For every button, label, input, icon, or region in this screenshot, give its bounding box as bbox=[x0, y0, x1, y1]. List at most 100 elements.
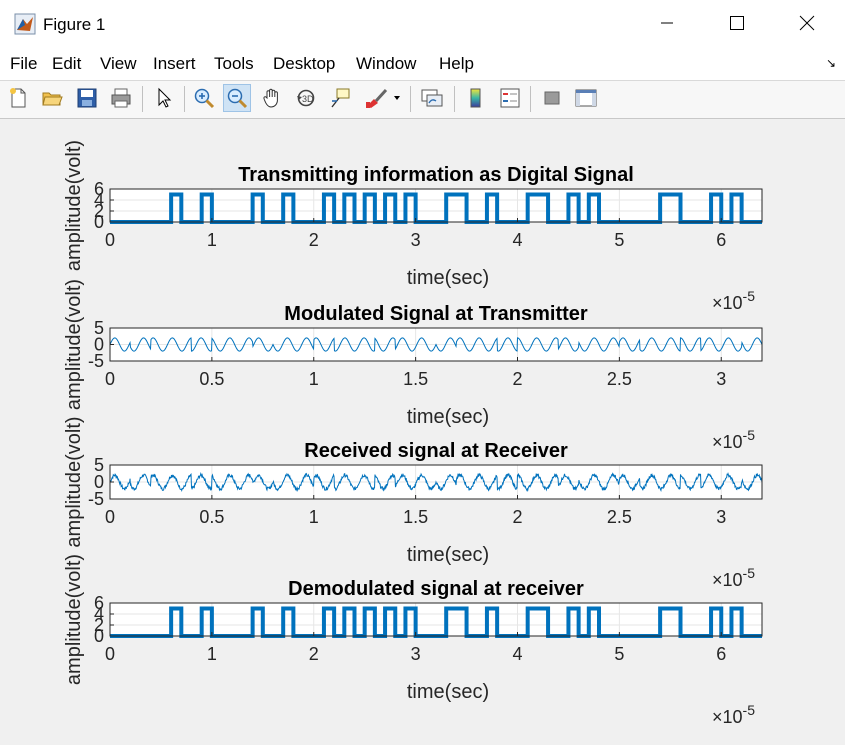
y-tick-label: 6 bbox=[94, 593, 104, 613]
x-tick-label: 2.5 bbox=[607, 507, 632, 527]
dock-arrow-icon[interactable]: ↘ bbox=[825, 56, 836, 70]
close-button[interactable] bbox=[772, 0, 842, 46]
svg-text:3D: 3D bbox=[302, 94, 314, 104]
y-tick-label: 5 bbox=[94, 455, 104, 475]
minimize-icon bbox=[661, 22, 673, 24]
y-tick-label: 0 bbox=[94, 472, 104, 492]
show-plot-tools-icon[interactable] bbox=[572, 84, 600, 112]
x-tick-label: 1 bbox=[309, 507, 319, 527]
menu-bar: File Edit View Insert Tools Desktop Wind… bbox=[0, 46, 845, 81]
x-tick-label: 0 bbox=[105, 644, 115, 664]
x-exponent-label: ×10-5 bbox=[712, 702, 755, 727]
y-tick-label: 0 bbox=[94, 212, 104, 232]
maximize-button[interactable] bbox=[702, 0, 772, 46]
y-tick-label: -5 bbox=[88, 351, 104, 371]
subplot-title: Received signal at Receiver bbox=[304, 440, 568, 462]
x-tick-label: 2 bbox=[309, 230, 319, 250]
x-exponent-label: ×10-5 bbox=[712, 565, 755, 590]
y-axis-label: amplitude(volt) bbox=[63, 554, 85, 685]
open-file-icon[interactable] bbox=[38, 84, 66, 112]
x-tick-label: 0 bbox=[105, 507, 115, 527]
x-exponent-power: -5 bbox=[743, 288, 756, 304]
brush-icon[interactable] bbox=[362, 84, 404, 112]
minimize-button[interactable] bbox=[632, 0, 702, 46]
x-tick-label: 2 bbox=[309, 644, 319, 664]
menu-edit[interactable]: Edit bbox=[52, 54, 82, 73]
y-axis-label: amplitude(volt) bbox=[63, 279, 85, 410]
series-line-analog bbox=[109, 337, 763, 352]
x-tick-label: 3 bbox=[411, 644, 421, 664]
new-figure-icon[interactable] bbox=[4, 84, 32, 112]
x-tick-label: 0.5 bbox=[199, 369, 224, 389]
close-icon bbox=[799, 15, 815, 31]
x-tick-label: 5 bbox=[614, 230, 624, 250]
y-axis-label: amplitude(volt) bbox=[63, 416, 85, 547]
x-tick-label: 3 bbox=[716, 507, 726, 527]
x-tick-label: 3 bbox=[411, 230, 421, 250]
menu-view[interactable]: View bbox=[100, 54, 137, 73]
y-tick-label: 2 bbox=[94, 201, 104, 221]
x-tick-label: 6 bbox=[716, 230, 726, 250]
axes-frame bbox=[109, 188, 763, 223]
x-axis-label: time(sec) bbox=[407, 681, 489, 703]
insert-legend-icon[interactable] bbox=[496, 84, 524, 112]
x-exponent-label: ×10-5 bbox=[712, 288, 755, 313]
plot-area bbox=[110, 189, 762, 222]
x-tick-label: 1 bbox=[207, 644, 217, 664]
rotate-3d-icon[interactable]: 3D bbox=[292, 84, 320, 112]
pan-hand-icon[interactable] bbox=[258, 84, 286, 112]
link-plot-icon[interactable] bbox=[418, 84, 446, 112]
menu-desktop[interactable]: Desktop bbox=[273, 54, 336, 73]
hide-plot-tools-icon[interactable] bbox=[538, 84, 566, 112]
x-tick-label: 2 bbox=[512, 369, 522, 389]
x-tick-label: 0 bbox=[105, 369, 115, 389]
x-exponent-power: -5 bbox=[743, 565, 756, 581]
x-tick-label: 5 bbox=[614, 644, 624, 664]
subplot-title: Transmitting information as Digital Sign… bbox=[238, 164, 634, 186]
y-tick-label: 4 bbox=[94, 604, 104, 624]
title-bar: Figure 1 bbox=[0, 0, 845, 46]
menu-help[interactable]: Help bbox=[439, 54, 474, 73]
x-tick-label: 1 bbox=[207, 230, 217, 250]
edit-plot-arrow-icon[interactable] bbox=[150, 84, 178, 112]
x-tick-label: 0.5 bbox=[199, 507, 224, 527]
menu-file[interactable]: File bbox=[10, 54, 38, 73]
window-title: Figure 1 bbox=[43, 15, 106, 34]
subplot-title: Modulated Signal at Transmitter bbox=[284, 303, 588, 325]
menu-insert[interactable]: Insert bbox=[153, 54, 196, 73]
zoom-in-icon[interactable] bbox=[190, 84, 218, 112]
matlab-logo-icon bbox=[14, 13, 36, 35]
y-tick-label: 5 bbox=[94, 318, 104, 338]
x-tick-label: 3 bbox=[716, 369, 726, 389]
y-tick-label: 2 bbox=[94, 615, 104, 635]
zoom-out-icon[interactable] bbox=[223, 84, 251, 112]
y-tick-label: 0 bbox=[94, 335, 104, 355]
x-axis-label: time(sec) bbox=[407, 267, 489, 289]
maximize-icon bbox=[730, 16, 744, 30]
y-tick-label: 6 bbox=[94, 179, 104, 199]
save-icon[interactable] bbox=[73, 84, 101, 112]
y-tick-label: 4 bbox=[94, 190, 104, 210]
x-tick-label: 1 bbox=[309, 369, 319, 389]
insert-colorbar-icon[interactable] bbox=[462, 84, 490, 112]
series-line-analog bbox=[109, 471, 763, 493]
figure-toolbar: 3D bbox=[0, 81, 845, 119]
menu-tools[interactable]: Tools bbox=[214, 54, 254, 73]
plot-area bbox=[110, 603, 762, 636]
x-tick-label: 4 bbox=[512, 644, 522, 664]
data-cursor-icon[interactable] bbox=[326, 84, 354, 112]
print-icon[interactable] bbox=[107, 84, 135, 112]
menu-window[interactable]: Window bbox=[356, 54, 417, 73]
x-exponent-power: -5 bbox=[743, 427, 756, 443]
y-tick-label: 0 bbox=[94, 626, 104, 646]
y-axis-label: amplitude(volt) bbox=[63, 140, 85, 271]
x-tick-label: 2 bbox=[512, 507, 522, 527]
x-tick-label: 2.5 bbox=[607, 369, 632, 389]
axes-frame bbox=[109, 602, 763, 637]
x-tick-label: 4 bbox=[512, 230, 522, 250]
